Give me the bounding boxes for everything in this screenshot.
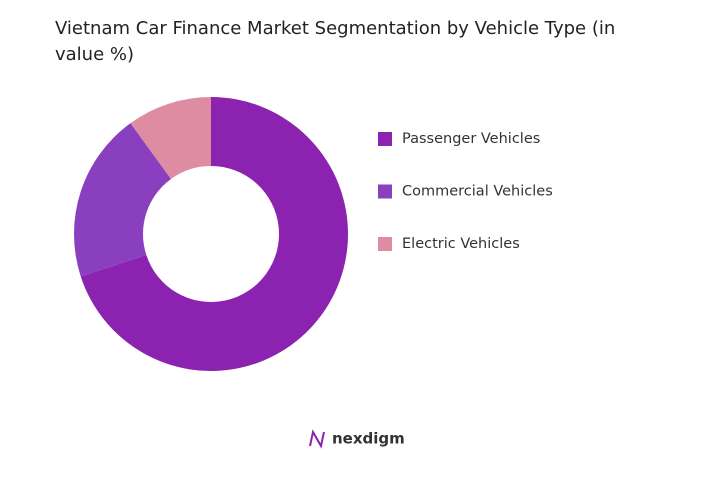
logo-icon — [309, 429, 325, 449]
logo: nexdigm — [309, 429, 405, 449]
brand-name: nexdigm — [332, 430, 405, 448]
legend-swatch — [378, 237, 392, 251]
legend-label: Electric Vehicles — [402, 236, 520, 252]
donut-slice — [130, 97, 211, 179]
donut-slice — [80, 97, 348, 371]
legend-label: Commercial Vehicles — [402, 184, 553, 200]
chart-title: Vietnam Car Finance Market Segmentation … — [55, 18, 616, 65]
legend-swatch — [378, 184, 392, 199]
donut-slice — [73, 123, 172, 277]
legend-swatch — [378, 132, 392, 146]
legend-label: Passenger Vehicles — [402, 131, 540, 147]
